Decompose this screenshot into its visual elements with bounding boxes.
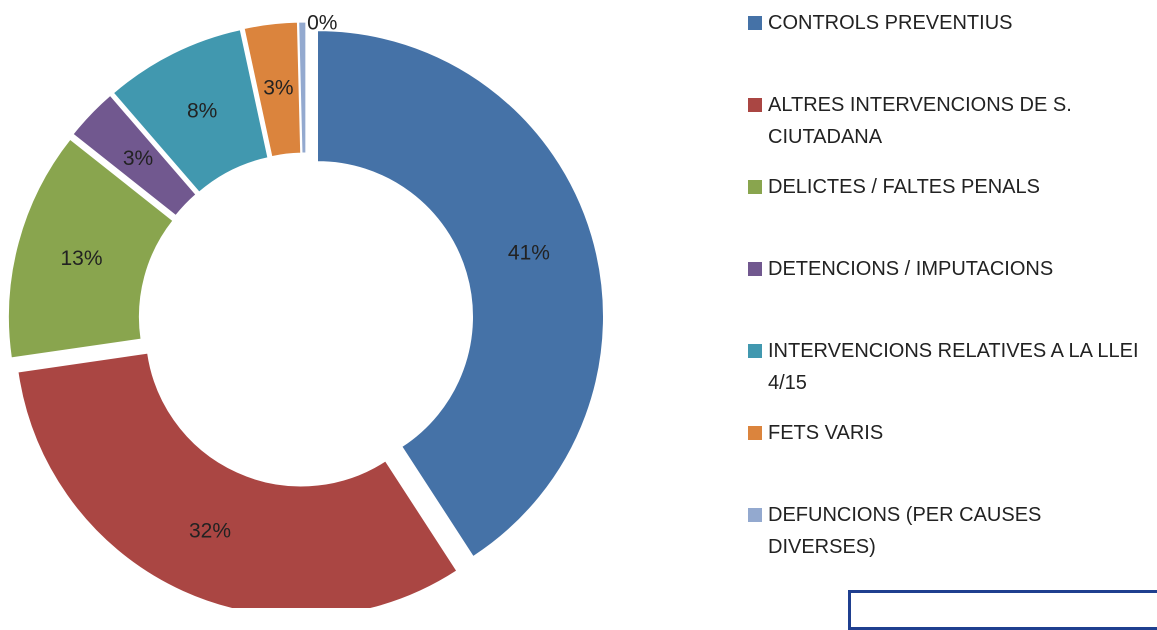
- data-label: 8%: [187, 100, 217, 123]
- donut-slice: [17, 352, 458, 608]
- legend-swatch: [748, 98, 762, 112]
- legend-item: DETENCIONS / IMPUTACIONS: [748, 256, 1148, 285]
- legend-label: ALTRES INTERVENCIONS DE S. CIUTADANA: [768, 94, 1072, 148]
- legend-label: DELICTES / FALTES PENALS: [768, 176, 1040, 198]
- legend-item: DEFUNCIONS (PER CAUSES DIVERSES): [748, 502, 1148, 563]
- legend-item: DELICTES / FALTES PENALS: [748, 174, 1148, 203]
- legend-label: CONTROLS PREVENTIUS: [768, 12, 1013, 34]
- legend-item: FETS VARIS: [748, 420, 1148, 449]
- data-label: 32%: [189, 519, 231, 542]
- data-label: 3%: [123, 147, 153, 170]
- legend-swatch: [748, 426, 762, 440]
- legend-item: ALTRES INTERVENCIONS DE S. CIUTADANA: [748, 92, 1148, 153]
- legend-label: DETENCIONS / IMPUTACIONS: [768, 258, 1054, 280]
- legend-swatch: [748, 180, 762, 194]
- legend-label: INTERVENCIONS RELATIVES A LA LLEI 4/15: [768, 340, 1139, 394]
- legend-item: INTERVENCIONS RELATIVES A LA LLEI 4/15: [748, 338, 1148, 399]
- donut-slice: [7, 138, 174, 359]
- chart: 41% 32% 13% 3% 8% 3% 0%: [7, 12, 604, 608]
- data-label: 41%: [508, 242, 550, 265]
- donut-slice: [298, 21, 307, 154]
- data-label: 13%: [60, 247, 102, 270]
- legend-label: FETS VARIS: [768, 422, 884, 444]
- donut-slice: [72, 94, 197, 217]
- donut-slice: [112, 29, 269, 193]
- data-label: 0%: [307, 12, 337, 35]
- donut-slice: [243, 21, 302, 158]
- legend-swatch: [748, 508, 762, 522]
- donut-slice: [317, 30, 604, 558]
- legend-swatch: [748, 344, 762, 358]
- legend-label: DEFUNCIONS (PER CAUSES DIVERSES): [768, 504, 1042, 558]
- frame-box: [848, 590, 1157, 630]
- data-label: 3%: [263, 77, 293, 100]
- legend-swatch: [748, 16, 762, 30]
- legend-swatch: [748, 262, 762, 276]
- page: {"chart_data": {"type": "donut", "catego…: [7, 10, 1157, 630]
- legend-item: CONTROLS PREVENTIUS: [748, 10, 1148, 39]
